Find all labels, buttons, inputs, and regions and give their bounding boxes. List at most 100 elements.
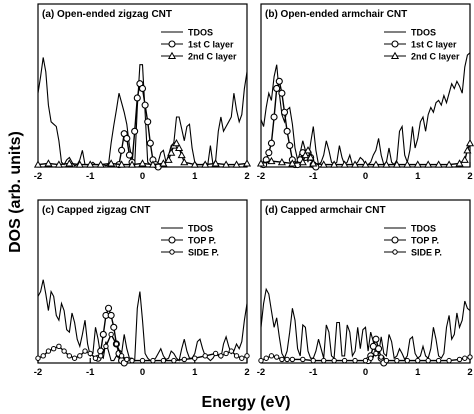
data-point (289, 356, 296, 363)
data-point (239, 355, 245, 361)
data-point (301, 150, 310, 159)
data-point (212, 350, 219, 357)
data-point (232, 160, 241, 168)
data-point (258, 357, 264, 364)
data-point (309, 159, 318, 167)
data-point (462, 355, 468, 361)
data-point (117, 160, 126, 168)
y-axis-title: DOS (arb. units) (7, 131, 24, 253)
data-point (54, 160, 63, 168)
data-point (77, 353, 83, 359)
data-point (133, 94, 141, 102)
data-point (40, 353, 46, 359)
series-tdos (37, 57, 248, 167)
x-tick-label: -2 (257, 171, 265, 182)
panel-1: (a) Open-ended zigzag CNT -2 -1 0 1 2 TDOS 1st … (33, 3, 252, 182)
x-tick-label: -2 (34, 367, 42, 378)
data-point (286, 142, 294, 150)
data-point (265, 149, 273, 157)
data-point (138, 159, 147, 167)
data-point (75, 160, 84, 168)
data-point (181, 356, 188, 363)
data-point (202, 353, 208, 359)
x-tick-label: 0 (140, 367, 145, 378)
data-point (424, 160, 433, 168)
legend-entry: 2nd C layer (161, 52, 237, 62)
x-tick-label: 1 (192, 171, 198, 182)
data-point (280, 108, 289, 116)
data-point (107, 159, 116, 167)
data-point (33, 160, 43, 168)
data-point (279, 356, 285, 363)
series-2nd-c-layer (256, 138, 474, 168)
data-point (403, 160, 412, 168)
data-point (56, 343, 62, 350)
series-tdos (37, 279, 248, 362)
data-point (82, 348, 88, 354)
series-2nd-c-layer (33, 138, 252, 168)
legend-entry: TDOS (161, 224, 213, 234)
x-tick-label: 0 (363, 367, 368, 378)
data-point (144, 118, 152, 126)
data-point (298, 158, 307, 166)
data-point (141, 101, 149, 109)
data-point (192, 355, 198, 361)
legend-entry: SIDE P. (161, 248, 219, 258)
legend-label: SIDE P. (188, 248, 219, 258)
x-tick-label: -2 (34, 171, 42, 182)
data-point (445, 160, 454, 168)
panel-title: (a) Open-ended zigzag CNT (42, 9, 172, 20)
data-point (382, 160, 391, 168)
data-point (372, 335, 380, 343)
data-point (118, 146, 126, 154)
data-point (233, 353, 240, 359)
panel-3: (c) Capped zigzag CNT -2 -1 0 1 2 TDOS TOP P. SI… (34, 199, 250, 378)
x-tick-label: 1 (415, 367, 421, 378)
x-tick-label: 0 (140, 171, 145, 182)
data-point (267, 156, 276, 165)
data-point (361, 160, 370, 168)
data-point (61, 348, 67, 354)
x-tick-label: -1 (86, 171, 95, 182)
data-point (44, 159, 53, 167)
series-tdos (260, 287, 471, 361)
data-point (167, 148, 176, 156)
data-point (45, 348, 52, 354)
data-point (303, 146, 313, 154)
data-point (118, 353, 125, 359)
data-point (242, 159, 252, 167)
data-point (201, 160, 210, 168)
data-point (373, 350, 379, 357)
data-point (446, 357, 452, 364)
data-point (425, 357, 431, 364)
x-tick-label: -1 (86, 367, 95, 378)
data-point (460, 155, 469, 163)
data-point (321, 357, 327, 364)
data-point (283, 127, 291, 135)
legend-label: 1st C layer (188, 40, 234, 50)
data-point (310, 357, 316, 364)
data-point (435, 357, 442, 364)
panel-2: (b) Open-ended armchair CNT -2 -1 0 1 2 TDOS 1s… (256, 3, 474, 182)
data-point (92, 355, 99, 361)
data-point (71, 355, 78, 361)
data-point (306, 153, 315, 161)
x-tick-label: 2 (467, 171, 472, 182)
data-point (228, 348, 235, 354)
series-side-p (258, 350, 473, 364)
data-point (288, 159, 297, 167)
legend-entry: TDOS (161, 28, 213, 38)
data-point (159, 159, 168, 167)
data-point (455, 159, 464, 167)
data-point (138, 84, 147, 93)
data-point (351, 160, 360, 168)
data-point (139, 357, 146, 364)
data-point (465, 138, 474, 147)
data-point (148, 160, 157, 168)
data-point (172, 138, 181, 147)
data-point (467, 354, 473, 360)
data-point (103, 343, 109, 350)
data-point (131, 127, 139, 135)
data-point (218, 353, 224, 359)
legend-marker (167, 51, 177, 60)
